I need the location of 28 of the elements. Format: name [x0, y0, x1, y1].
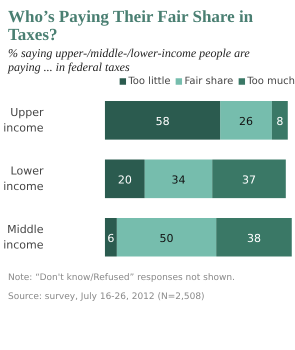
data-label: 34: [171, 173, 186, 186]
data-label: 58: [156, 114, 170, 128]
bar: [104, 100, 220, 140]
data-label: 6: [107, 232, 114, 245]
bar: [272, 100, 288, 140]
data-label: 38: [247, 232, 262, 245]
data-label: 50: [160, 232, 174, 245]
y-tick-label: Middle income: [3, 222, 44, 252]
y-tick-label: Lower income: [3, 164, 44, 194]
y-tick-label: Upper income: [3, 106, 44, 135]
bar: [104, 218, 117, 256]
bar: [212, 159, 286, 198]
data-label: 26: [239, 114, 254, 128]
data-label: 20: [118, 173, 132, 186]
data-label: 37: [242, 173, 256, 186]
chart-subtitle: % saying upper-/middle-/lower-income people are paying ... in federal taxes: [8, 46, 251, 75]
source-note: Source: survey, July 16-26, 2012 (N=2,508): [8, 291, 206, 304]
bar: [216, 218, 292, 256]
legend-label: Too much: [247, 76, 295, 87]
bar: [116, 218, 216, 256]
data-label: 8: [276, 114, 284, 128]
text: Note: “Don't know/Refused” responses not shown.: [8, 272, 236, 285]
chart-title: Who’s Paying Their Fair Share in Taxes?: [8, 7, 254, 44]
bar: [220, 100, 272, 140]
legend-label: Fair share: [184, 76, 234, 87]
bar: [144, 159, 212, 198]
bar: [104, 159, 145, 198]
legend-label: Too little: [128, 76, 170, 87]
